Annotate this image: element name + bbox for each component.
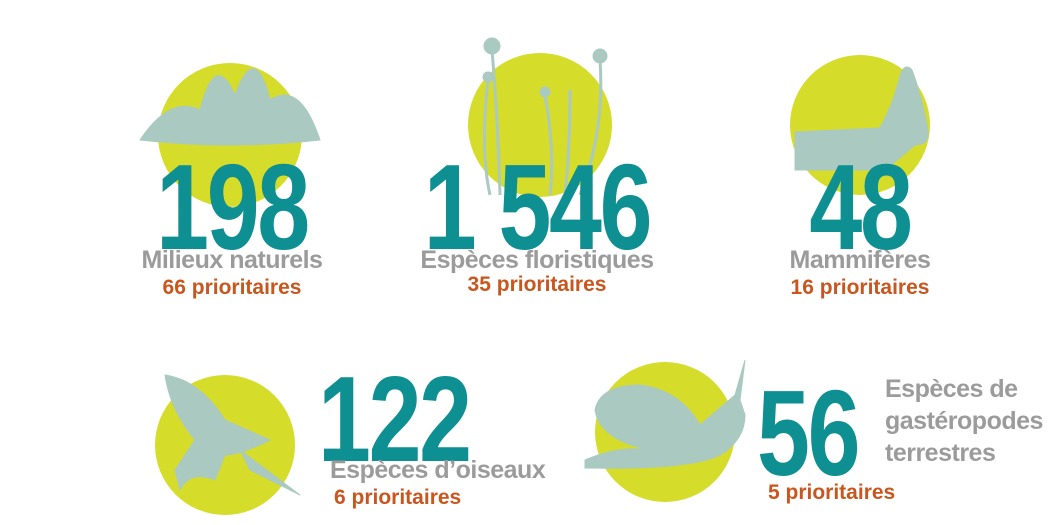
label: Espèces d’oiseaux (330, 458, 545, 483)
label: Mammifères (660, 248, 1054, 273)
page: 198 Milieux naturels 66 prioritaires 1 5… (0, 0, 1054, 525)
priority: 16 prioritaires (660, 277, 1054, 298)
label-line: gastéropodes (885, 409, 1043, 434)
label-line: terrestres (885, 441, 995, 466)
label-line: Espèces de (885, 377, 1018, 402)
priority: 6 prioritaires (334, 487, 461, 508)
priority: 5 prioritaires (768, 482, 895, 503)
number: 56 (757, 372, 858, 494)
